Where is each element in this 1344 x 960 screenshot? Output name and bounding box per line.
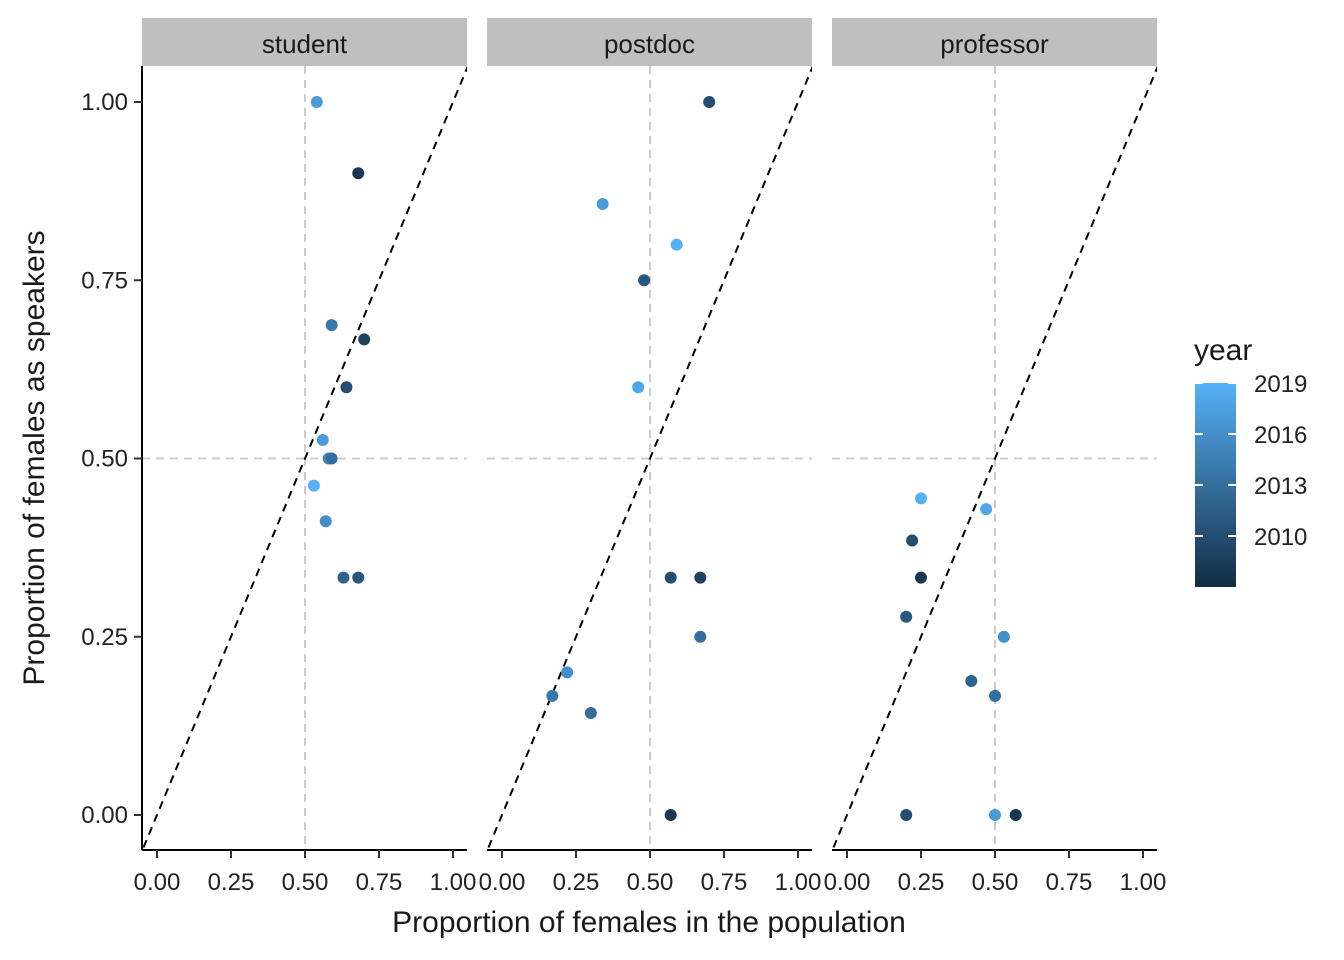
data-point [664, 571, 677, 584]
data-point [325, 319, 338, 332]
y-tick-label: 0.75 [81, 267, 128, 294]
data-point [352, 571, 365, 584]
facet-strip [487, 18, 812, 66]
identity-diagonal-line [832, 66, 1157, 850]
data-point [352, 167, 365, 180]
legend-ticks: 2019 2016 2013 2010 [1195, 371, 1307, 551]
data-point [915, 571, 927, 584]
data-point [694, 630, 707, 643]
x-tick-label: 1.00 [430, 869, 477, 896]
legend-tick-label: 2019 [1254, 371, 1307, 398]
x-tick-label: 0.50 [282, 869, 329, 896]
data-point [997, 630, 1010, 643]
data-point [989, 689, 1001, 702]
facet-panel-professor: professor 0.00 0.25 0.50 0.75 1.00 [824, 18, 1167, 896]
facet-panel-student: student 0.00 0.25 0.50 0.75 1.00 0.00 0.25 0.50 0… [81, 18, 477, 896]
data-point [703, 96, 716, 108]
data-point [561, 666, 574, 679]
x-tick-label: 1.00 [1120, 869, 1167, 896]
y-tick-label: 0.00 [81, 802, 128, 829]
x-tick-label: 0.00 [824, 869, 871, 896]
facet-strip [832, 18, 1157, 66]
data-point [670, 238, 683, 251]
x-tick-label: 0.50 [627, 869, 674, 896]
data-point [310, 96, 323, 108]
identity-diagonal-line [487, 66, 812, 850]
facet-panel-postdoc: postdoc 0.00 0.25 0.50 0.75 1.00 [479, 18, 822, 896]
data-point [638, 274, 651, 287]
x-tick-label: 0.25 [898, 869, 945, 896]
x-tick-label: 0.25 [553, 869, 600, 896]
data-point [1009, 809, 1022, 821]
x-tick-label: 0.00 [134, 869, 181, 896]
data-point [319, 515, 332, 528]
facet-strip-label: professor [940, 29, 1049, 59]
x-tick-label: 0.75 [701, 869, 748, 896]
data-point [358, 333, 371, 346]
data-point [900, 809, 913, 821]
x-tick-label: 0.00 [479, 869, 526, 896]
data-point [584, 707, 597, 720]
legend-tick-label: 2016 [1254, 422, 1307, 449]
data-point [906, 534, 919, 547]
data-point [900, 610, 913, 623]
data-point [337, 571, 350, 584]
x-tick-label: 0.75 [1046, 869, 1093, 896]
data-point [965, 674, 978, 687]
legend-tick-label: 2010 [1254, 524, 1307, 551]
y-tick-label: 0.50 [81, 446, 128, 473]
data-point [989, 809, 1001, 821]
x-tick-label: 0.75 [356, 869, 403, 896]
x-tick-label: 0.25 [208, 869, 255, 896]
legend-tick-label: 2013 [1254, 473, 1307, 500]
data-point [316, 433, 329, 446]
x-axis-title: Proportion of females in the population [392, 906, 906, 939]
data-point [596, 197, 609, 210]
data-point [980, 503, 993, 516]
data-point [915, 492, 927, 505]
facet-strip-label: postdoc [604, 29, 695, 59]
data-point [632, 381, 645, 394]
data-point [340, 381, 353, 394]
y-axis-title: Proportion of females as speakers [18, 230, 51, 685]
color-legend: year 2019 2016 2013 2010 [1194, 334, 1307, 587]
legend-title: year [1194, 334, 1252, 367]
y-tick-label: 1.00 [81, 89, 128, 116]
x-tick-label: 0.50 [972, 869, 1019, 896]
identity-diagonal-line [142, 66, 467, 850]
data-point [694, 571, 707, 584]
facet-strip-label: student [262, 29, 348, 59]
facet-strip [142, 18, 467, 66]
data-point [325, 452, 338, 465]
data-point [546, 689, 559, 702]
x-tick-label: 1.00 [775, 869, 822, 896]
data-point [307, 479, 320, 492]
data-point [664, 809, 677, 821]
y-tick-label: 0.25 [81, 624, 128, 651]
